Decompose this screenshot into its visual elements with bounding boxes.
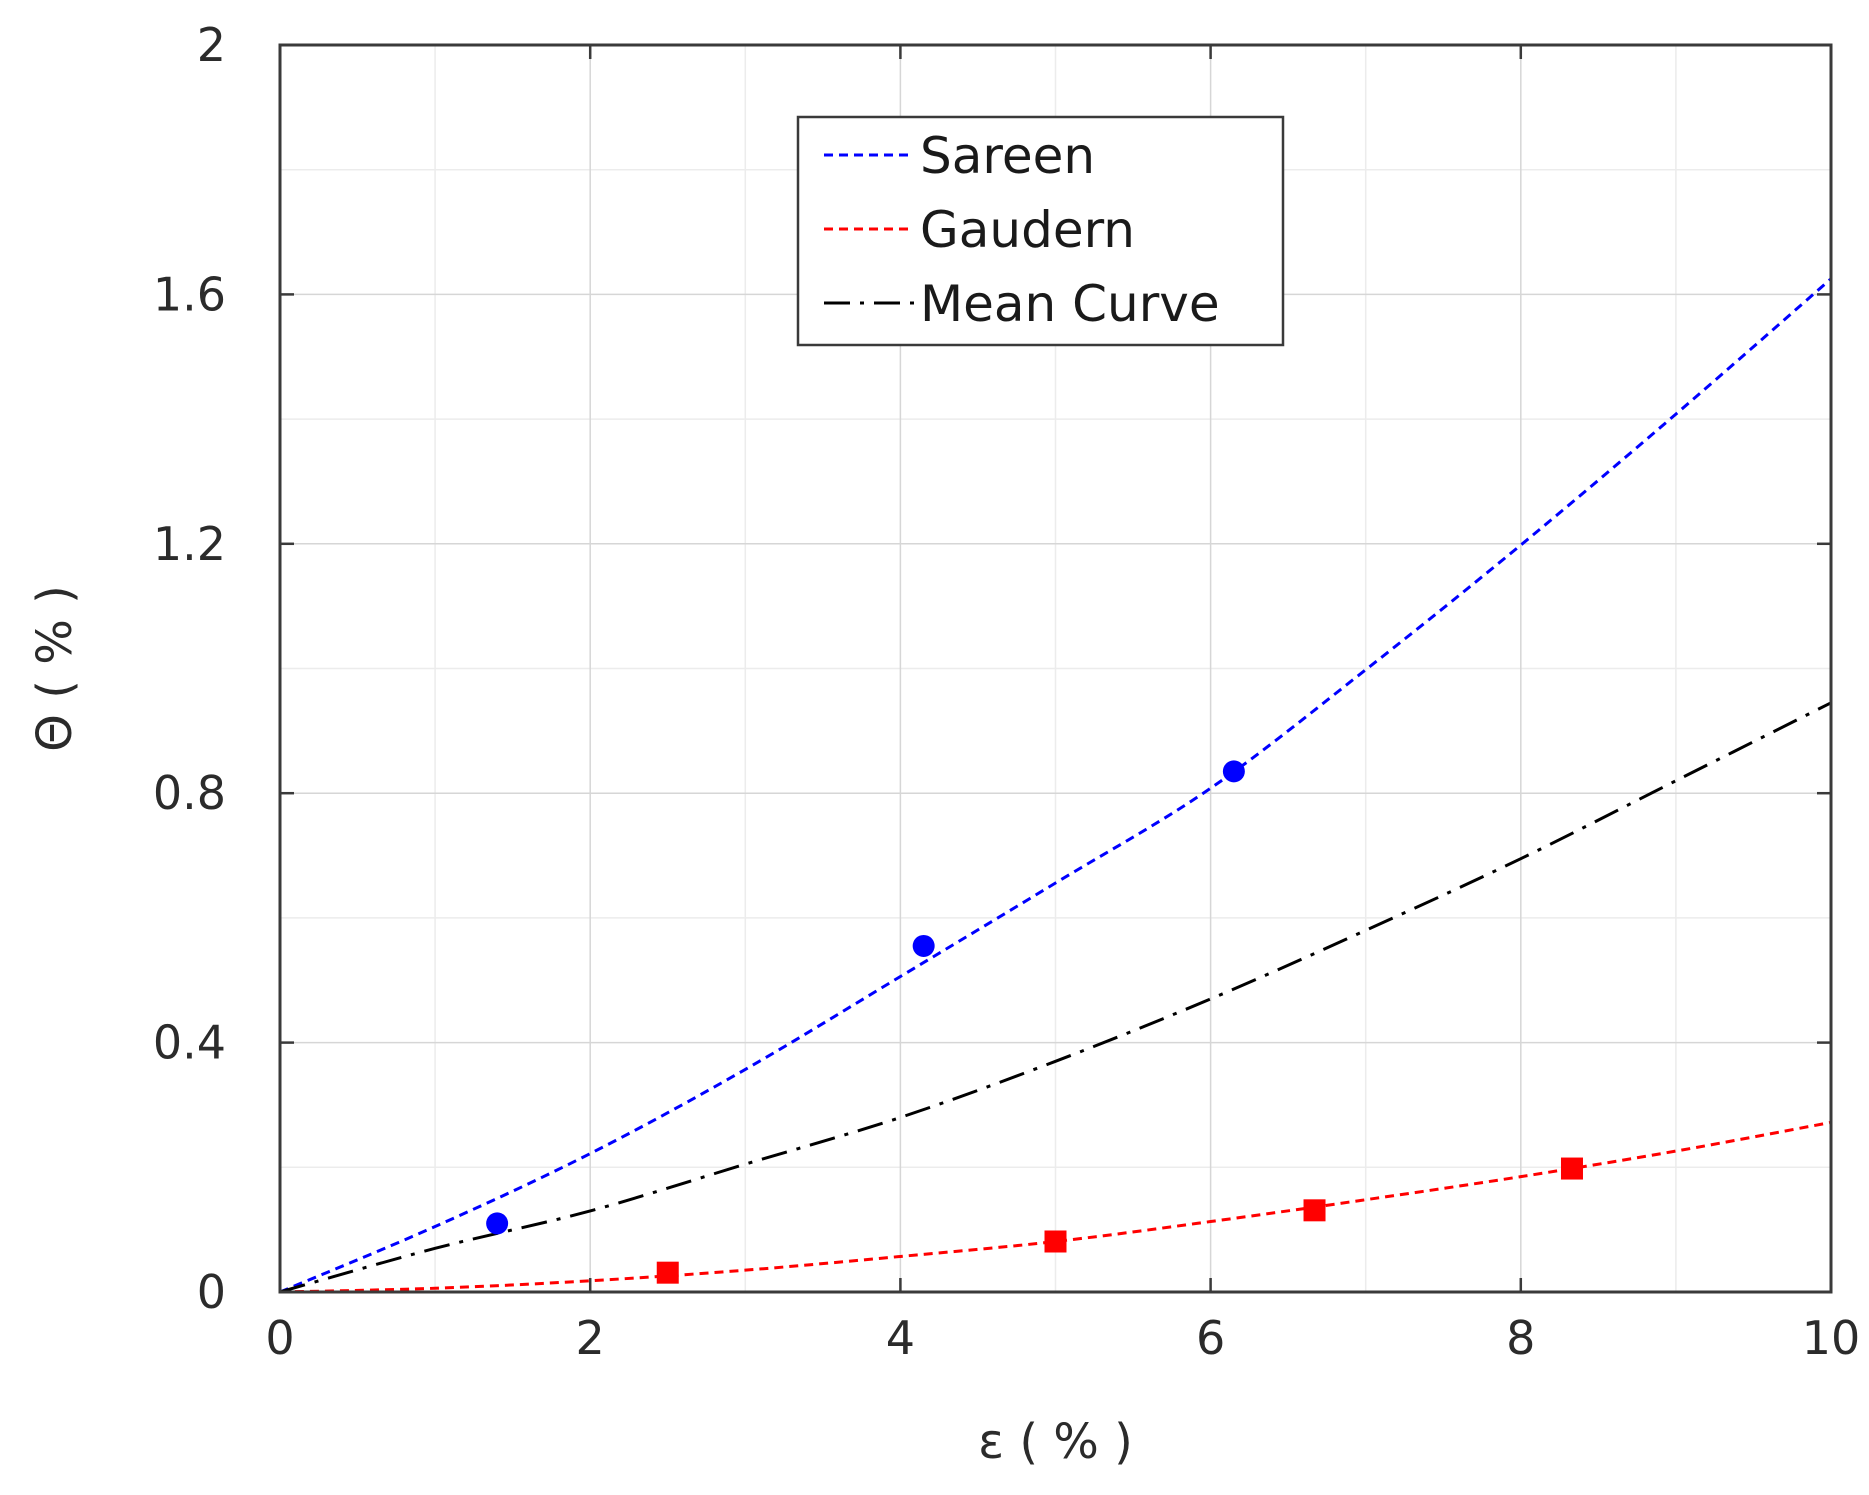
legend-entries: Sareen Gaudern Mean Curve — [824, 127, 1220, 333]
data-point-gaudern — [1044, 1230, 1067, 1253]
legend: Sareen Gaudern Mean Curve — [796, 115, 1285, 347]
data-point-gaudern — [1560, 1157, 1583, 1180]
axis-ticks — [278, 43, 1833, 1294]
y-axis-title: Θ ( % ) — [27, 585, 83, 752]
y-tick-label: 0.4 — [153, 1016, 226, 1070]
x-tick-labels: 0 2 4 6 8 10 — [265, 1311, 1860, 1365]
y-tick-label: 1.2 — [153, 517, 226, 571]
series-line-mean-curve — [279, 701, 1832, 1294]
x-tick-label: 4 — [886, 1311, 915, 1365]
x-tick-label: 10 — [1802, 1311, 1861, 1365]
x-axis-title: ε ( % ) — [978, 1414, 1133, 1470]
legend-entry-mean-curve: Mean Curve — [824, 275, 1220, 333]
marker-layer — [486, 760, 1583, 1284]
x-tick-label: 2 — [576, 1311, 605, 1365]
series-line-sareen — [279, 277, 1832, 1294]
x-tick-label: 8 — [1506, 1311, 1535, 1365]
legend-label-sareen: Sareen — [920, 127, 1095, 185]
y-tick-label: 0.8 — [153, 766, 226, 820]
legend-entry-sareen: Sareen — [824, 127, 1095, 185]
legend-box — [796, 115, 1285, 347]
plot-frame — [278, 43, 1833, 1294]
y-tick-label: 1.6 — [153, 267, 226, 321]
legend-label-gaudern: Gaudern — [920, 201, 1135, 259]
x-tick-label: 0 — [265, 1311, 294, 1365]
legend-label-mean-curve: Mean Curve — [920, 275, 1220, 333]
data-point-sareen — [912, 934, 935, 957]
data-point-gaudern — [656, 1261, 679, 1284]
data-point-sareen — [1222, 760, 1245, 783]
legend-entry-gaudern: Gaudern — [824, 201, 1135, 259]
y-tick-labels: 0 0.4 0.8 1.2 1.6 2 — [153, 18, 226, 1319]
data-point-sareen — [486, 1212, 509, 1235]
data-point-gaudern — [1303, 1199, 1326, 1222]
y-tick-label: 2 — [197, 18, 226, 72]
y-tick-label: 0 — [197, 1265, 226, 1319]
x-tick-label: 6 — [1196, 1311, 1225, 1365]
